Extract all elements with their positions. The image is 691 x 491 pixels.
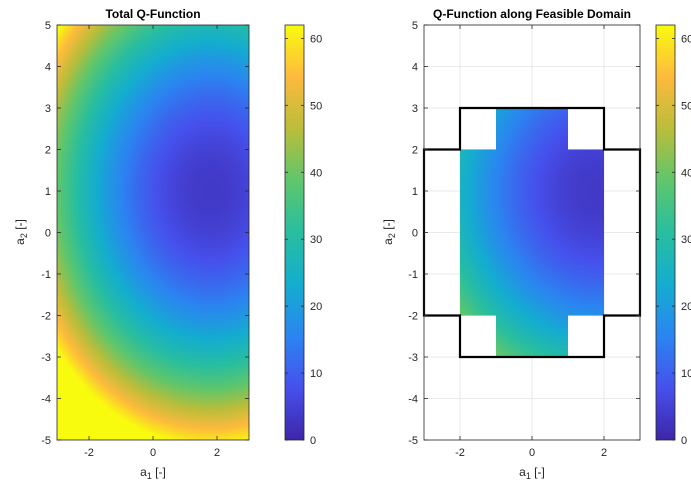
chart-title-left: Total Q-Function — [105, 7, 200, 21]
colorbar-tick-label: 30 — [310, 234, 322, 246]
y-tick-label: -2 — [41, 311, 51, 323]
y-tick-label: -5 — [41, 435, 51, 447]
colorbar-tick-label: 50 — [310, 100, 322, 112]
x-tick-label: -2 — [455, 447, 465, 459]
feasible-regions — [460, 108, 604, 357]
y-ticks-left: -5 -4 -3 -2 -1 0 1 2 3 4 5 — [41, 20, 249, 447]
y-tick-label: 2 — [45, 145, 51, 157]
y-tick-label: -4 — [41, 394, 51, 406]
colorbar-right: 0 10 20 30 40 50 60 — [655, 24, 691, 447]
x-tick-label: 2 — [601, 447, 607, 459]
y-tick-label: -5 — [408, 435, 418, 447]
colorbar-left-bar — [284, 24, 305, 441]
y-tick-label: 4 — [45, 62, 51, 74]
y-tick-label: 4 — [412, 62, 418, 74]
y-tick-label: -1 — [41, 269, 51, 281]
heatmap-total-q — [57, 25, 249, 440]
feasible-region-heatmap — [568, 149, 604, 316]
colorbar-tick-label: 30 — [681, 234, 691, 246]
x-axis-label-left: a1 [-] — [140, 465, 166, 481]
y-tick-label: 2 — [412, 145, 418, 157]
y-tick-label: -4 — [408, 394, 418, 406]
colorbar-tick-label: 10 — [310, 368, 322, 380]
colorbar-left-ticks: 0 10 20 30 40 50 60 — [285, 33, 322, 447]
y-tick-label: 5 — [412, 20, 418, 32]
panel-feasible-domain: -5 -4 -3 -2 -1 0 1 2 3 4 5 -2 0 2 Q-Function along F… — [381, 7, 642, 481]
y-axis-label-right: a2 [-] — [381, 219, 397, 245]
y-tick-label: 3 — [45, 103, 51, 115]
x-axis-label-right: a1 [-] — [519, 465, 545, 481]
colorbar-tick-label: 60 — [681, 33, 691, 45]
y-tick-label: 5 — [45, 20, 51, 32]
colorbar-right-ticks: 0 10 20 30 40 50 60 — [656, 33, 691, 447]
panel-total-q-function: -5 -4 -3 -2 -1 0 1 2 3 4 5 -2 0 2 Total Q-Function a… — [13, 7, 250, 481]
x-tick-label: 0 — [150, 447, 156, 459]
x-tick-label: 0 — [529, 447, 535, 459]
y-tick-label: 1 — [412, 186, 418, 198]
colorbar-tick-label: 50 — [681, 100, 691, 112]
y-tick-label: 3 — [412, 103, 418, 115]
colorbar-tick-label: 0 — [310, 435, 316, 447]
x-tick-label: 2 — [214, 447, 220, 459]
x-ticks-left: -2 0 2 — [84, 25, 220, 459]
feasible-region-heatmap — [460, 149, 496, 316]
colorbar-right-bar — [655, 24, 676, 441]
y-tick-label: 0 — [412, 228, 418, 240]
x-ticks-right: -2 0 2 — [455, 25, 607, 459]
y-axis-label-left: a2 [-] — [13, 219, 29, 245]
colorbar-tick-label: 20 — [681, 301, 691, 313]
y-tick-label: 0 — [45, 228, 51, 240]
y-ticks-right: -5 -4 -3 -2 -1 0 1 2 3 4 5 — [408, 20, 640, 447]
feasible-region-heatmap — [496, 108, 568, 357]
y-tick-label: -2 — [408, 311, 418, 323]
colorbar-tick-label: 40 — [310, 167, 322, 179]
chart-title-right: Q-Function along Feasible Domain — [433, 7, 631, 21]
y-tick-label: -3 — [41, 352, 51, 364]
colorbar-tick-label: 60 — [310, 33, 322, 45]
y-tick-label: -1 — [408, 269, 418, 281]
x-tick-label: -2 — [84, 447, 94, 459]
colorbar-tick-label: 0 — [681, 435, 687, 447]
colorbar-left: 0 10 20 30 40 50 60 — [284, 24, 322, 447]
y-tick-label: -3 — [408, 352, 418, 364]
colorbar-tick-label: 10 — [681, 368, 691, 380]
y-tick-label: 1 — [45, 186, 51, 198]
colorbar-tick-label: 20 — [310, 301, 322, 313]
colorbar-tick-label: 40 — [681, 167, 691, 179]
